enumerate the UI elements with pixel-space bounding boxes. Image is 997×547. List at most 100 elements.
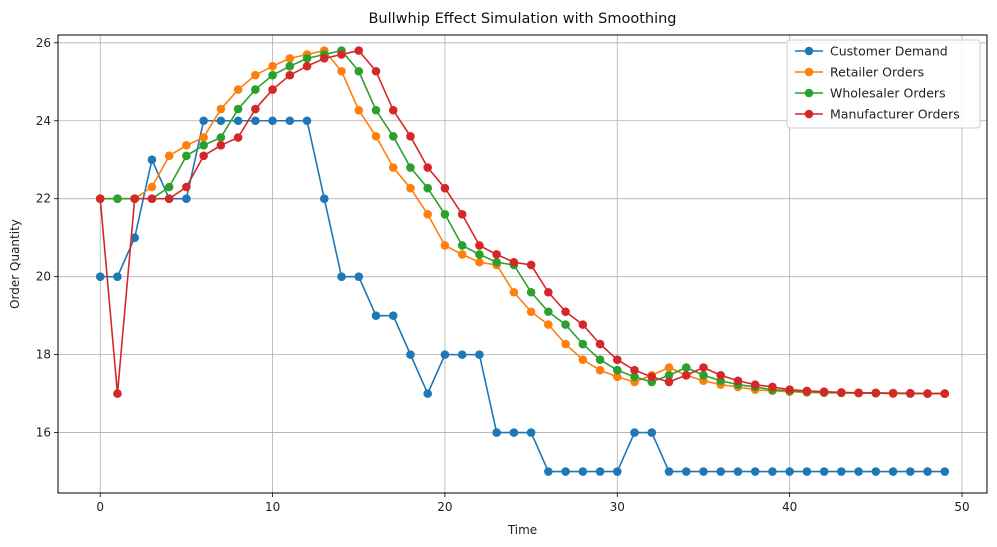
plot-frame (57, 34, 988, 494)
customer-demand-point (95, 272, 105, 281)
ticks: 0 10 20 30 40 50 16 18 20 22 24 26 (36, 36, 970, 514)
wholesaler-orders-point (216, 133, 226, 142)
retailer-orders-point (251, 70, 260, 80)
customer-demand-point (457, 350, 467, 359)
customer-demand-point (681, 467, 691, 476)
retailer-orders-point (595, 365, 605, 375)
wholesaler-orders-point (285, 61, 295, 71)
wholesaler-orders-point (526, 287, 536, 297)
manufacturer-orders-point (285, 70, 295, 80)
manufacturer-orders-point (647, 372, 657, 382)
manufacturer-orders-point (457, 210, 467, 219)
customer-demand-point (733, 467, 743, 476)
retailer-orders-point (475, 257, 484, 267)
wholesaler-orders-point (371, 105, 381, 115)
retailer-orders-point (578, 355, 588, 364)
legend-marker-customer-demand (804, 46, 814, 56)
customer-demand-point (699, 467, 708, 476)
customer-demand-point (802, 467, 812, 476)
legend-marker-wholesaler-orders (804, 88, 814, 98)
customer-demand-point (268, 116, 277, 126)
y-tick-label: 20 (36, 270, 51, 284)
customer-demand-point (854, 467, 863, 476)
retailer-orders-point (457, 250, 467, 259)
x-axis-title: Time (507, 523, 537, 537)
manufacturer-orders-point (612, 355, 622, 364)
manufacturer-orders-point (906, 388, 915, 398)
manufacturer-orders-point (388, 105, 398, 115)
y-tick-label: 26 (36, 36, 51, 50)
legend-marker-retailer-orders (804, 67, 814, 77)
legend: Customer Demand Retailer Orders Wholesaler… (786, 39, 981, 129)
manufacturer-orders-point (406, 132, 415, 141)
y-tick-label: 18 (36, 348, 51, 362)
customer-demand-point (785, 467, 794, 476)
customer-demand-point (750, 467, 760, 476)
y-tick-label: 16 (36, 426, 51, 440)
manufacturer-orders-point (871, 388, 881, 398)
chart-title: Bullwhip Effect Simulation with Smoothin… (368, 11, 676, 27)
customer-demand-point (768, 467, 777, 476)
customer-demand-point (561, 467, 570, 476)
customer-demand-point (544, 467, 553, 476)
manufacturer-orders-point (216, 141, 226, 150)
retailer-orders-point (337, 66, 346, 76)
manufacturer-orders-point (578, 320, 588, 329)
manufacturer-orders-point (561, 307, 570, 317)
y-axis-title: Order Quantity (8, 219, 22, 309)
wholesaler-orders-point (406, 163, 415, 172)
customer-demand-point (440, 350, 450, 359)
manufacturer-orders-point (595, 339, 605, 349)
manufacturer-orders-point (733, 376, 743, 386)
wholesaler-orders-point (561, 320, 570, 329)
x-tick-label: 0 (96, 500, 104, 514)
wholesaler-orders-point (544, 307, 553, 317)
customer-demand-point (113, 272, 122, 281)
customer-demand-point (888, 467, 898, 476)
retailer-orders-point (423, 210, 433, 219)
legend-label-retailer-orders: Retailer Orders (830, 65, 924, 80)
customer-demand-point (302, 116, 312, 126)
customer-demand-point (837, 467, 846, 476)
manufacturer-orders-point (509, 257, 519, 267)
manufacturer-orders-point (802, 386, 812, 396)
manufacturer-orders-point (492, 250, 501, 259)
wholesaler-orders-point (578, 339, 588, 349)
retailer-orders-point (509, 287, 519, 297)
x-tick-label: 10 (265, 500, 280, 514)
wholesaler-orders-point (595, 355, 605, 364)
series-group (95, 46, 950, 476)
manufacturer-orders-point (130, 194, 139, 204)
manufacturer-orders-point (440, 183, 450, 193)
retailer-orders-point (612, 372, 622, 382)
wholesaler-orders-point (612, 365, 622, 375)
wholesaler-orders-point (113, 194, 122, 204)
wholesaler-orders-point (182, 151, 191, 161)
manufacturer-orders-point (268, 85, 277, 94)
manufacturer-orders-point (199, 151, 208, 161)
retailer-orders-point (216, 104, 226, 114)
y-tick-label: 22 (36, 192, 51, 206)
x-tick-label: 20 (437, 500, 452, 514)
customer-demand-point (423, 389, 433, 398)
manufacturer-orders-point (475, 241, 484, 250)
retailer-orders-point (664, 363, 674, 372)
manufacturer-orders-point (923, 389, 932, 398)
wholesaler-orders-point (164, 182, 174, 192)
wholesaler-orders-point (302, 54, 312, 63)
customer-demand-point (354, 272, 364, 281)
retailer-orders-point (406, 183, 415, 193)
customer-demand-point (595, 467, 605, 476)
wholesaler-orders-point (457, 241, 467, 250)
retailer-orders-point (354, 105, 364, 115)
customer-demand-point (923, 467, 932, 476)
retailer-orders-point (544, 320, 553, 329)
wholesaler-orders-point (475, 250, 484, 259)
manufacturer-orders-point (233, 133, 243, 142)
customer-demand-point (475, 350, 484, 359)
customer-demand-point (664, 467, 674, 476)
retailer-orders-point (233, 85, 243, 94)
manufacturer-orders-point (147, 194, 157, 204)
retailer-orders-point (440, 241, 450, 250)
manufacturer-orders-point (716, 370, 726, 380)
